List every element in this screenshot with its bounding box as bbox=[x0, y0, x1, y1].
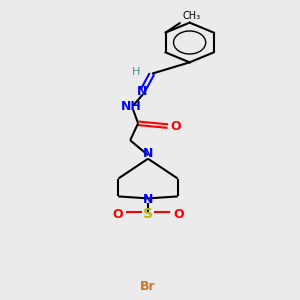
Text: O: O bbox=[112, 208, 123, 220]
Text: O: O bbox=[170, 120, 181, 133]
Text: N: N bbox=[143, 193, 153, 206]
Text: N: N bbox=[137, 85, 147, 98]
Text: CH₃: CH₃ bbox=[182, 11, 201, 21]
Text: NH: NH bbox=[121, 100, 142, 113]
Text: H: H bbox=[132, 67, 140, 76]
Text: N: N bbox=[143, 147, 153, 160]
Text: S: S bbox=[143, 207, 153, 221]
Text: O: O bbox=[173, 208, 184, 220]
Text: Br: Br bbox=[140, 280, 156, 293]
